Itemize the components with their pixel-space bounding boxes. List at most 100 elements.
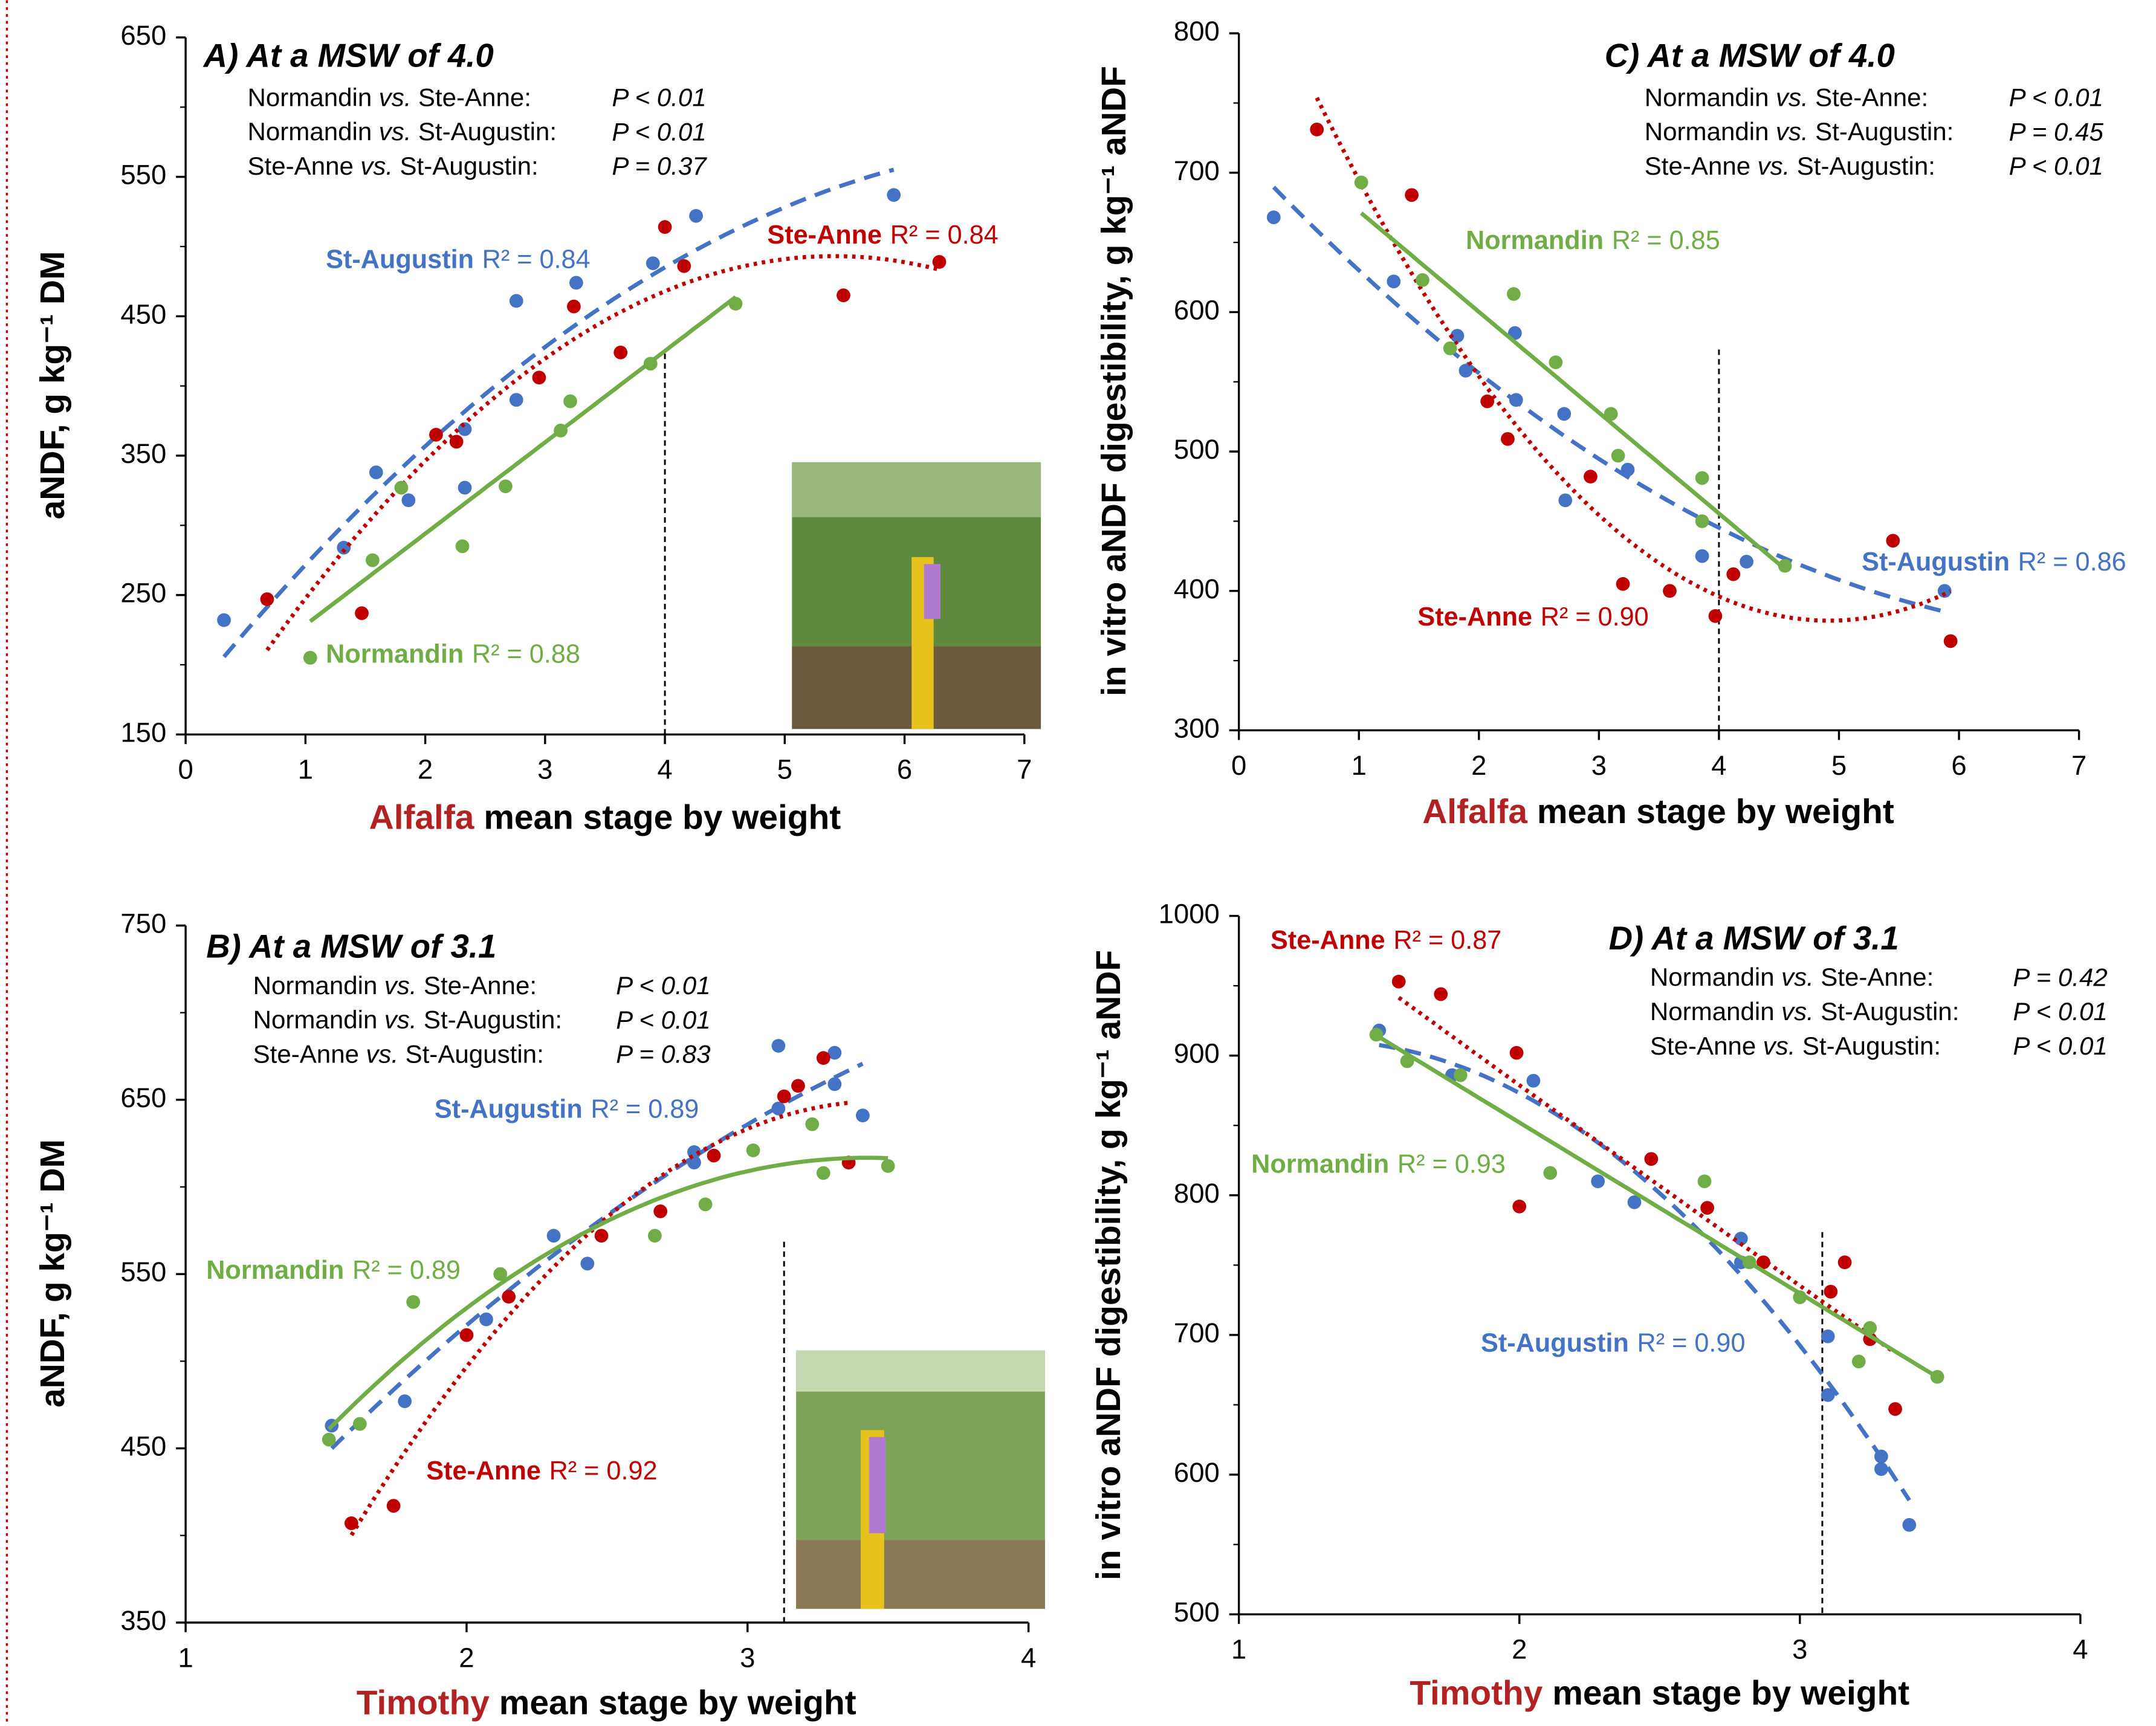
- data-point: [1756, 1255, 1770, 1270]
- trend-line: [1397, 995, 1897, 1355]
- data-point: [1663, 584, 1677, 598]
- trend-line: [1379, 1042, 1911, 1502]
- comparison-left: Normandin: [1645, 117, 1769, 146]
- comparison-left: Ste-Anne: [253, 1040, 359, 1068]
- comparison-label: Normandin vs. Ste-Anne:: [253, 971, 537, 1000]
- data-point: [1400, 1054, 1414, 1068]
- x-axis-title-crop: Timothy: [1410, 1674, 1543, 1712]
- data-point: [855, 1108, 870, 1123]
- comparison-right: Ste-Anne:: [418, 83, 531, 111]
- comparison-left: Normandin: [253, 1006, 378, 1034]
- data-point: [355, 606, 369, 620]
- p-value: P < 0.01: [616, 1006, 710, 1034]
- data-point: [260, 592, 274, 606]
- data-point: [1266, 210, 1281, 224]
- p-value: P = 0.83: [616, 1040, 711, 1068]
- x-axis-title-rest: mean stage by weight: [484, 798, 841, 836]
- data-point: [689, 208, 703, 223]
- series-r2: R² = 0.86: [2018, 548, 2126, 577]
- series-r2: R² = 0.90: [1637, 1329, 1746, 1358]
- p-value: P < 0.01: [612, 117, 706, 146]
- comparison-vs: vs.: [379, 117, 412, 146]
- series-label: St-Augustin R² = 0.90: [1481, 1329, 1745, 1358]
- y-tick-label: 700: [1174, 155, 1220, 186]
- series-name: St-Augustin: [326, 245, 474, 274]
- data-point: [707, 1148, 721, 1163]
- data-point: [1354, 175, 1368, 190]
- comparison-label: Normandin vs. St-Augustin:: [253, 1006, 563, 1034]
- x-tick-label: 2: [418, 754, 433, 785]
- x-tick-label: 7: [1017, 754, 1032, 785]
- trend-line: [222, 167, 895, 658]
- data-point: [569, 276, 583, 290]
- data-point: [1863, 1321, 1877, 1335]
- data-point: [1558, 493, 1573, 508]
- data-point: [837, 288, 850, 303]
- data-point: [401, 493, 416, 508]
- data-point: [567, 299, 581, 314]
- y-tick-label: 700: [1174, 1317, 1220, 1348]
- data-point: [458, 480, 472, 495]
- data-point: [406, 1294, 420, 1309]
- x-axis-title: Alfalfa mean stage by weight: [1422, 793, 1894, 831]
- series-label: Normandin R² = 0.89: [206, 1256, 461, 1285]
- comparison-label: Normandin vs. St-Augustin:: [1645, 117, 1954, 146]
- data-point: [1902, 1518, 1917, 1532]
- data-point: [1450, 329, 1465, 343]
- series-label: Ste-Anne R² = 0.90: [1417, 603, 1648, 632]
- comparison-left: Normandin: [1650, 997, 1775, 1026]
- data-point: [502, 1290, 516, 1304]
- data-point: [1695, 514, 1709, 528]
- data-point: [303, 651, 317, 665]
- x-axis-title-rest: mean stage by weight: [1552, 1674, 1909, 1712]
- data-point: [1509, 393, 1523, 407]
- data-point: [458, 422, 472, 436]
- comparison-label: Normandin vs. St-Augustin:: [1650, 997, 1960, 1026]
- x-axis-title: Alfalfa mean stage by weight: [369, 798, 841, 836]
- data-point: [1627, 1195, 1642, 1209]
- x-tick-label: 2: [1512, 1634, 1527, 1665]
- series-name: Ste-Anne: [1271, 926, 1385, 955]
- data-point: [455, 539, 470, 554]
- series-label: Normandin R² = 0.85: [1466, 226, 1720, 255]
- chart-panel: 150 250 350 450 550 650 0 1 2 3 4 5 6 7 A) At a MSW of…: [34, 20, 1032, 836]
- data-point: [509, 393, 523, 407]
- x-tick-label: 1: [1352, 750, 1367, 781]
- data-point: [1943, 634, 1958, 648]
- data-point: [1851, 1354, 1866, 1369]
- series-label: Ste-Anne R² = 0.84: [767, 221, 998, 250]
- x-axis-title-crop: Alfalfa: [369, 798, 474, 836]
- data-point: [881, 1159, 895, 1173]
- data-point: [1443, 341, 1457, 355]
- comparison-left: Normandin: [247, 117, 372, 146]
- data-point: [1734, 1232, 1748, 1246]
- series-r2: R² = 0.89: [591, 1095, 699, 1124]
- y-tick-label: 550: [120, 1256, 166, 1287]
- data-point: [1526, 1073, 1541, 1088]
- data-point: [1708, 609, 1723, 623]
- comparison-label: Ste-Anne vs. St-Augustin:: [247, 152, 538, 180]
- p-value: P < 0.01: [2013, 1032, 2107, 1060]
- p-value: P < 0.01: [2009, 83, 2103, 111]
- y-tick-label: 600: [1174, 294, 1220, 325]
- comparison-label: Normandin vs. Ste-Anne:: [247, 83, 531, 111]
- data-point: [1726, 567, 1741, 581]
- x-tick-label: 1: [178, 1642, 193, 1673]
- comparison-right: Ste-Anne:: [424, 971, 537, 1000]
- x-tick-label: 3: [740, 1642, 755, 1673]
- data-point: [1695, 471, 1709, 485]
- data-point: [658, 220, 672, 234]
- data-point: [887, 188, 901, 202]
- data-point: [499, 479, 513, 494]
- series-label: Ste-Anne R² = 0.87: [1271, 926, 1501, 955]
- data-point: [1310, 122, 1324, 137]
- series-r2: R² = 0.93: [1397, 1150, 1506, 1179]
- x-axis-title: Timothy mean stage by weight: [1410, 1674, 1909, 1712]
- comparison-right: St-Augustin:: [1821, 997, 1959, 1026]
- x-tick-label: 6: [897, 754, 912, 785]
- data-point: [1616, 577, 1630, 591]
- y-tick-label: 450: [120, 299, 166, 329]
- data-point: [816, 1051, 830, 1065]
- y-axis-title: aNDF, g kg⁻¹ DM: [34, 251, 72, 520]
- data-point: [643, 357, 658, 371]
